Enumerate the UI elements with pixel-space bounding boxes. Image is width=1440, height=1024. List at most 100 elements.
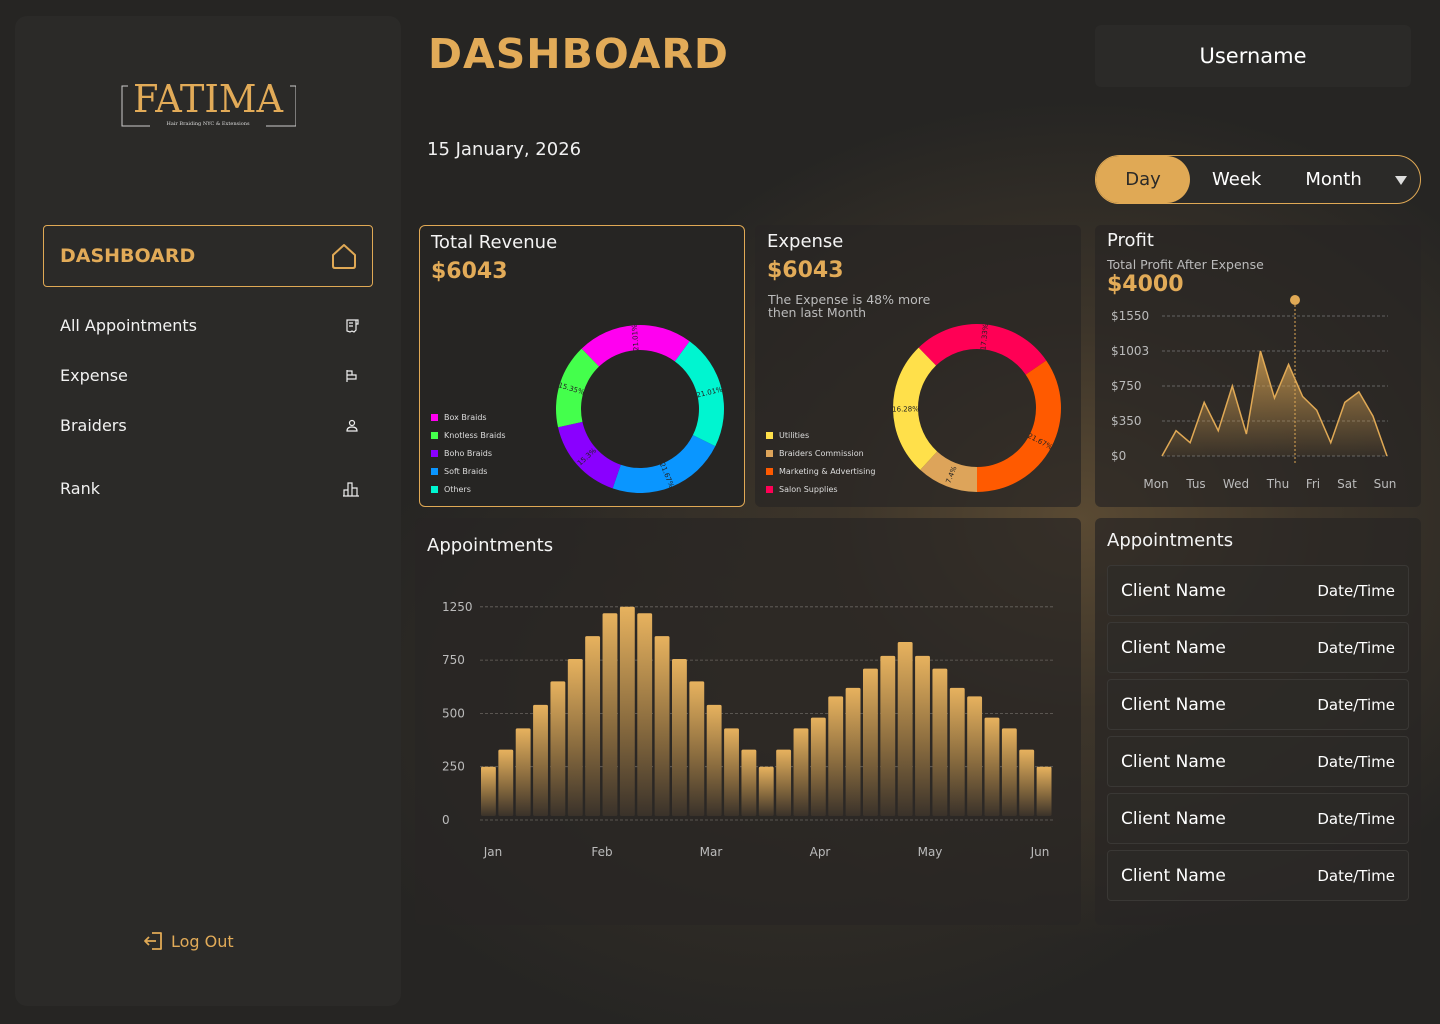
profit-amount: $4000 — [1107, 272, 1184, 297]
profit-title: Profit — [1107, 230, 1154, 251]
username-button[interactable]: Username — [1095, 25, 1411, 87]
bar — [741, 749, 757, 816]
podium-icon — [343, 481, 359, 497]
appointment-row[interactable]: Client Name Date/Time — [1107, 679, 1409, 730]
logout-button[interactable]: Log Out — [143, 930, 234, 952]
bar — [880, 655, 896, 816]
legend-label: Boho Braids — [444, 448, 493, 458]
period-month[interactable]: Month — [1305, 169, 1362, 190]
revenue-donut-chart: 21.01%21.01%21.67%15.3%15.35% — [556, 324, 724, 493]
appointment-row[interactable]: Client Name Date/Time — [1107, 736, 1409, 787]
svg-text:Hair Braiding NYC & Extensions: Hair Braiding NYC & Extensions — [166, 121, 249, 127]
y-tick-label: 1250 — [442, 600, 473, 614]
legend-label: Marketing & Advertising — [779, 466, 876, 476]
legend-item: Soft Braids — [431, 462, 506, 480]
x-tick-label: Feb — [591, 845, 612, 859]
sidebar-item-dashboard[interactable]: DASHBOARD — [43, 225, 373, 287]
legend-item: Utilities — [766, 426, 875, 444]
donut-segment — [918, 324, 1047, 375]
bar — [602, 613, 618, 816]
revenue-amount: $6043 — [431, 259, 508, 284]
logout-icon — [144, 932, 162, 950]
bar — [498, 749, 514, 816]
appointment-row[interactable]: Client Name Date/Time — [1107, 793, 1409, 844]
legend-item: Box Braids — [431, 408, 506, 426]
appointments-list-card: Appointments Client Name Date/Time Client … — [1095, 518, 1421, 925]
donut-label: 17.33% — [979, 323, 990, 351]
legend-label: Salon Supplies — [779, 484, 838, 494]
svg-text:FATIMA: FATIMA — [133, 78, 284, 121]
bar — [828, 696, 844, 816]
appointment-row[interactable]: Client Name Date/Time — [1107, 850, 1409, 901]
sidebar-item-expense[interactable]: Expense — [60, 366, 360, 385]
client-name: Client Name — [1121, 580, 1226, 601]
y-tick-label: 750 — [442, 653, 465, 667]
donut-segment — [556, 348, 600, 428]
sidebar-item-braiders[interactable]: Braiders — [60, 416, 360, 435]
legend-swatch — [766, 485, 773, 493]
appointment-datetime: Date/Time — [1317, 695, 1395, 714]
expense-amount: $6043 — [767, 258, 844, 283]
bars-icon — [346, 369, 357, 382]
x-tick-label: Jan — [483, 845, 503, 859]
appointment-datetime: Date/Time — [1317, 752, 1395, 771]
marker-dot[interactable] — [1290, 295, 1300, 305]
legend-item: Others — [431, 480, 506, 498]
page-title: DASHBOARD — [428, 30, 729, 78]
profit-area — [1162, 351, 1387, 456]
x-tick-label: Wed — [1223, 477, 1249, 491]
sidebar: FATIMA Hair Braiding NYC & Extensions DA… — [15, 16, 401, 1006]
legend-swatch — [431, 413, 438, 421]
sidebar-item-rank[interactable]: Rank — [60, 479, 360, 498]
legend-label: Others — [444, 484, 471, 494]
sidebar-item-label: Expense — [60, 366, 128, 385]
appointment-row[interactable]: Client Name Date/Time — [1107, 565, 1409, 616]
x-tick-label: Apr — [810, 845, 831, 859]
logo: FATIMA Hair Braiding NYC & Extensions — [121, 78, 296, 128]
bar — [654, 636, 670, 816]
donut-label: 16.28% — [892, 405, 919, 413]
period-week[interactable]: Week — [1212, 169, 1262, 190]
appointment-datetime: Date/Time — [1317, 866, 1395, 885]
legend-swatch — [431, 449, 438, 457]
appointment-datetime: Date/Time — [1317, 581, 1395, 600]
home-icon — [332, 244, 356, 269]
expense-donut-chart: 17.33%21.67%7.4%16.28% — [892, 323, 1061, 492]
client-name: Client Name — [1121, 694, 1226, 715]
logout-label: Log Out — [171, 931, 234, 951]
donut-segment — [558, 421, 621, 489]
expense-note-line: then last Month — [768, 305, 867, 320]
appointments-list-title: Appointments — [1107, 530, 1234, 551]
legend-item: Braiders Commission — [766, 444, 875, 462]
chevron-down-icon[interactable] — [1394, 174, 1408, 186]
bar — [533, 704, 548, 816]
legend-swatch — [431, 485, 438, 493]
x-tick-label: Sun — [1374, 477, 1397, 491]
current-date: 15 January, 2026 — [427, 139, 582, 160]
client-name: Client Name — [1121, 808, 1226, 829]
x-tick-label: Mar — [700, 845, 723, 859]
sidebar-item-label: All Appointments — [60, 316, 198, 335]
sidebar-item-all-appointments[interactable]: All Appointments — [60, 316, 360, 335]
bar — [810, 717, 826, 816]
donut-segment — [977, 360, 1061, 492]
y-tick-label: $750 — [1111, 379, 1142, 393]
x-tick-label: Fri — [1306, 477, 1320, 491]
revenue-card: Total Revenue $6043 Box Braids Knotless B… — [419, 225, 745, 507]
y-tick-label: 0 — [442, 813, 450, 827]
expense-title: Expense — [767, 231, 844, 252]
profit-area-chart: $0 $350 $750 $1003 $1550 Mon Tus Wed Thu Fri Sat Su… — [1111, 295, 1397, 491]
expense-note-line: The Expense is 48% more — [768, 292, 931, 307]
profit-card: Profit Total Profit After Expense $4000 … — [1095, 225, 1421, 507]
bar — [845, 687, 861, 816]
y-tick-label: $1550 — [1111, 309, 1149, 323]
appointment-row[interactable]: Client Name Date/Time — [1107, 622, 1409, 673]
legend-swatch — [766, 467, 773, 475]
bar — [481, 766, 496, 816]
x-tick-label: Tus — [1185, 477, 1205, 491]
appointment-datetime: Date/Time — [1317, 809, 1395, 828]
expense-card: Expense $6043 The Expense is 48% more th… — [755, 225, 1081, 507]
bar — [967, 696, 983, 816]
sidebar-item-label: Rank — [60, 479, 100, 498]
period-day[interactable]: Day — [1096, 156, 1190, 203]
